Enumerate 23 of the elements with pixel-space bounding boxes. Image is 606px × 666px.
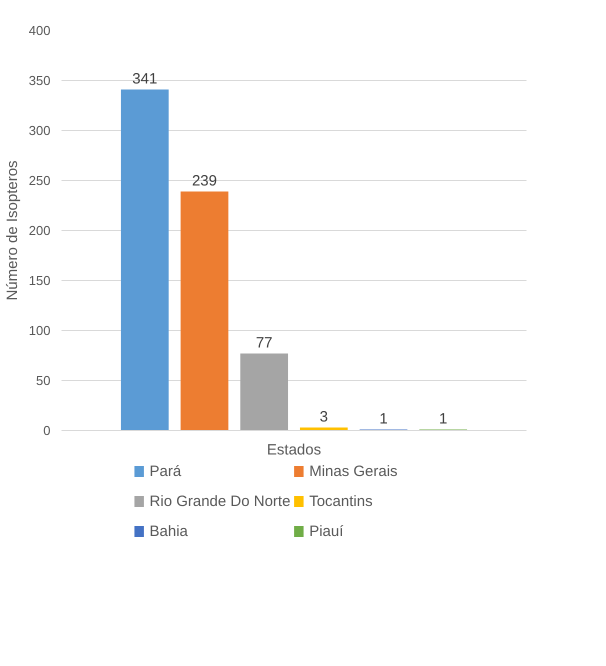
y-tick-label: 350 — [28, 73, 51, 88]
data-label: 3 — [320, 408, 328, 426]
legend-label: Pará — [150, 463, 182, 480]
y-tick-label: 250 — [28, 173, 51, 188]
y-tick-label: 300 — [28, 123, 51, 138]
data-label: 77 — [256, 334, 273, 352]
y-tick-label: 100 — [28, 323, 51, 338]
data-label: 239 — [192, 172, 218, 190]
data-label: 341 — [132, 70, 158, 88]
y-tick-label: 50 — [36, 373, 51, 388]
data-label: 1 — [439, 410, 448, 428]
y-tick-label: 200 — [28, 223, 51, 238]
y-tick-label: 0 — [43, 423, 51, 438]
data-label: 1 — [379, 410, 388, 428]
y-tick-label: 400 — [28, 23, 51, 38]
legend-label: Piauí — [309, 523, 344, 540]
legend-label: Tocantins — [309, 493, 373, 510]
y-axis-title: Número de Isopteros — [4, 160, 21, 301]
legend-label: Rio Grande Do Norte — [150, 493, 290, 510]
legend-label: Minas Gerais — [309, 463, 398, 480]
legend-label: Bahia — [150, 523, 189, 540]
y-tick-label: 150 — [28, 273, 51, 288]
x-axis-title: Estados — [266, 442, 322, 458]
